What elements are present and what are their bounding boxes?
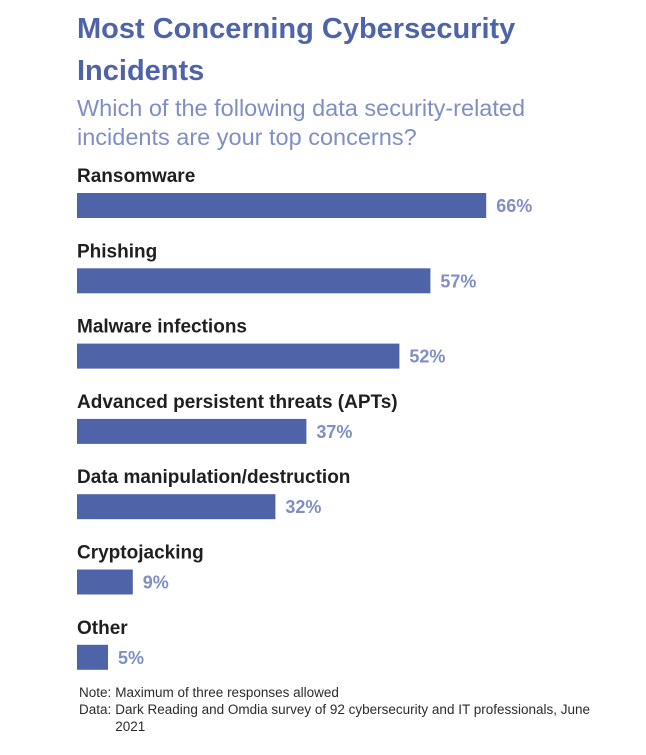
note-key: Note:	[79, 685, 112, 700]
bar-data-manipulation-destruction	[77, 494, 276, 520]
data-source-text: Dark Reading and Omdia survey of 92 cybe…	[115, 702, 591, 734]
bar-cryptojacking	[77, 569, 133, 595]
note-row: Note: Maximum of three responses allowed	[79, 684, 599, 701]
chart-footnotes: Note: Maximum of three responses allowed…	[79, 684, 599, 735]
category-label-phishing: Phishing	[77, 241, 157, 262]
value-label-other: 5%	[118, 648, 144, 668]
value-label-advanced-persistent-threats-apts: 37%	[316, 422, 352, 442]
category-label-ransomware: Ransomware	[77, 166, 195, 187]
value-label-cryptojacking: 9%	[143, 573, 169, 593]
bar-advanced-persistent-threats-apts	[77, 418, 307, 444]
bar-chart: Ransomware 66% Phishing 57% Malware infectio…	[77, 166, 532, 670]
data-source-key: Data:	[79, 702, 112, 717]
category-label-cryptojacking: Cryptojacking	[77, 543, 204, 564]
note-text: Maximum of three responses allowed	[115, 685, 339, 700]
value-label-data-manipulation-destruction: 32%	[285, 497, 321, 517]
value-label-malware-infections: 52%	[409, 347, 445, 367]
category-label-advanced-persistent-threats-apts: Advanced persistent threats (APTs)	[77, 392, 398, 413]
chart-subtitle: Which of the following data security-rel…	[77, 95, 526, 150]
category-label-data-manipulation-destruction: Data manipulation/destruction	[77, 467, 350, 488]
value-label-ransomware: 66%	[496, 196, 532, 216]
category-label-malware-infections: Malware infections	[77, 317, 247, 338]
bar-other	[77, 644, 108, 670]
bar-ransomware	[77, 193, 487, 218]
bar-malware-infections	[77, 343, 400, 369]
data-source-row: Data: Dark Reading and Omdia survey of 9…	[79, 701, 599, 735]
value-label-phishing: 57%	[440, 271, 476, 291]
category-label-other: Other	[77, 618, 128, 639]
chart-title: Most Concerning Cybersecurity Incidents	[77, 13, 516, 87]
bar-phishing	[77, 268, 431, 294]
